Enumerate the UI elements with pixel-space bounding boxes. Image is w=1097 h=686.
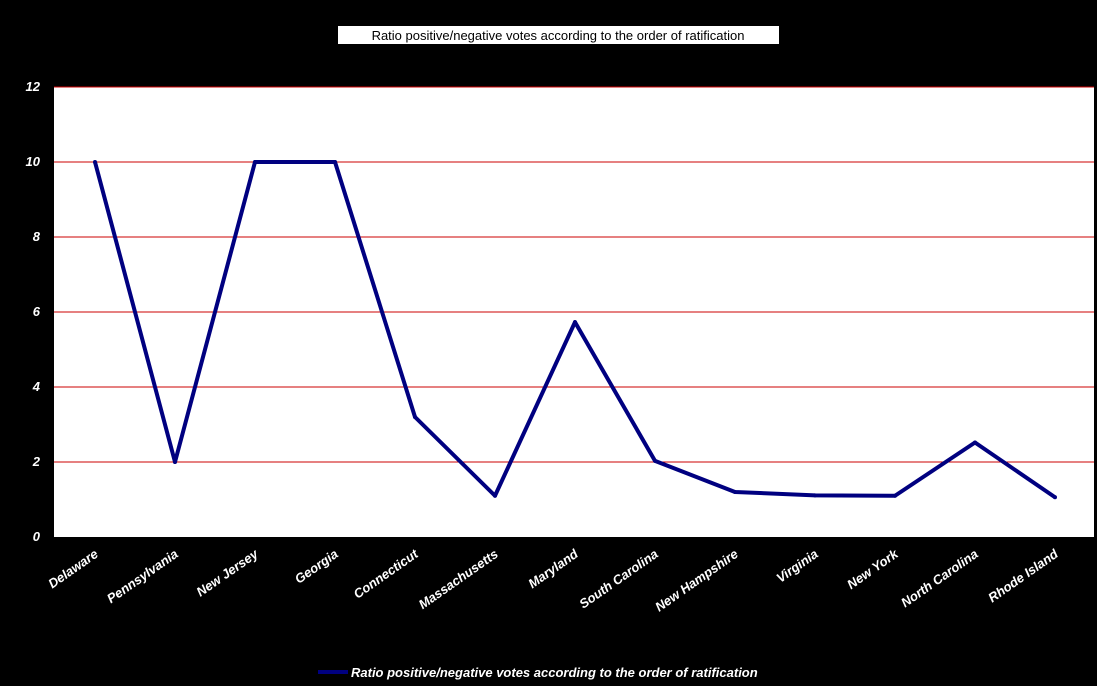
- y-tick-label: 0: [33, 529, 41, 544]
- data-point: [653, 458, 657, 463]
- gridlines: [54, 86, 1094, 463]
- data-point: [813, 493, 817, 498]
- chart-title-box: [338, 26, 779, 44]
- data-point: [973, 440, 977, 445]
- legend-label: Ratio positive/negative votes according …: [351, 665, 758, 680]
- data-point: [93, 160, 97, 164]
- data-point: [253, 160, 257, 164]
- series-group: [93, 160, 1057, 500]
- data-point: [733, 490, 737, 494]
- data-point: [413, 415, 417, 419]
- y-tick-label: 2: [32, 454, 41, 469]
- data-point: [573, 320, 577, 325]
- y-tick-label: 6: [33, 304, 41, 319]
- y-tick-label: 10: [26, 154, 41, 169]
- legend: Ratio positive/negative votes according …: [318, 665, 758, 680]
- y-tick-label: 4: [32, 379, 41, 394]
- y-axis-ticks: 0 2 4 6 8 10 12: [26, 79, 41, 544]
- data-point: [173, 460, 177, 464]
- data-point: [333, 160, 337, 164]
- chart-title: Ratio positive/negative votes according …: [372, 28, 745, 43]
- data-point: [1053, 495, 1057, 500]
- y-tick-label: 12: [26, 79, 41, 94]
- data-point: [493, 493, 497, 498]
- data-point: [893, 493, 897, 498]
- y-tick-label: 8: [33, 229, 41, 244]
